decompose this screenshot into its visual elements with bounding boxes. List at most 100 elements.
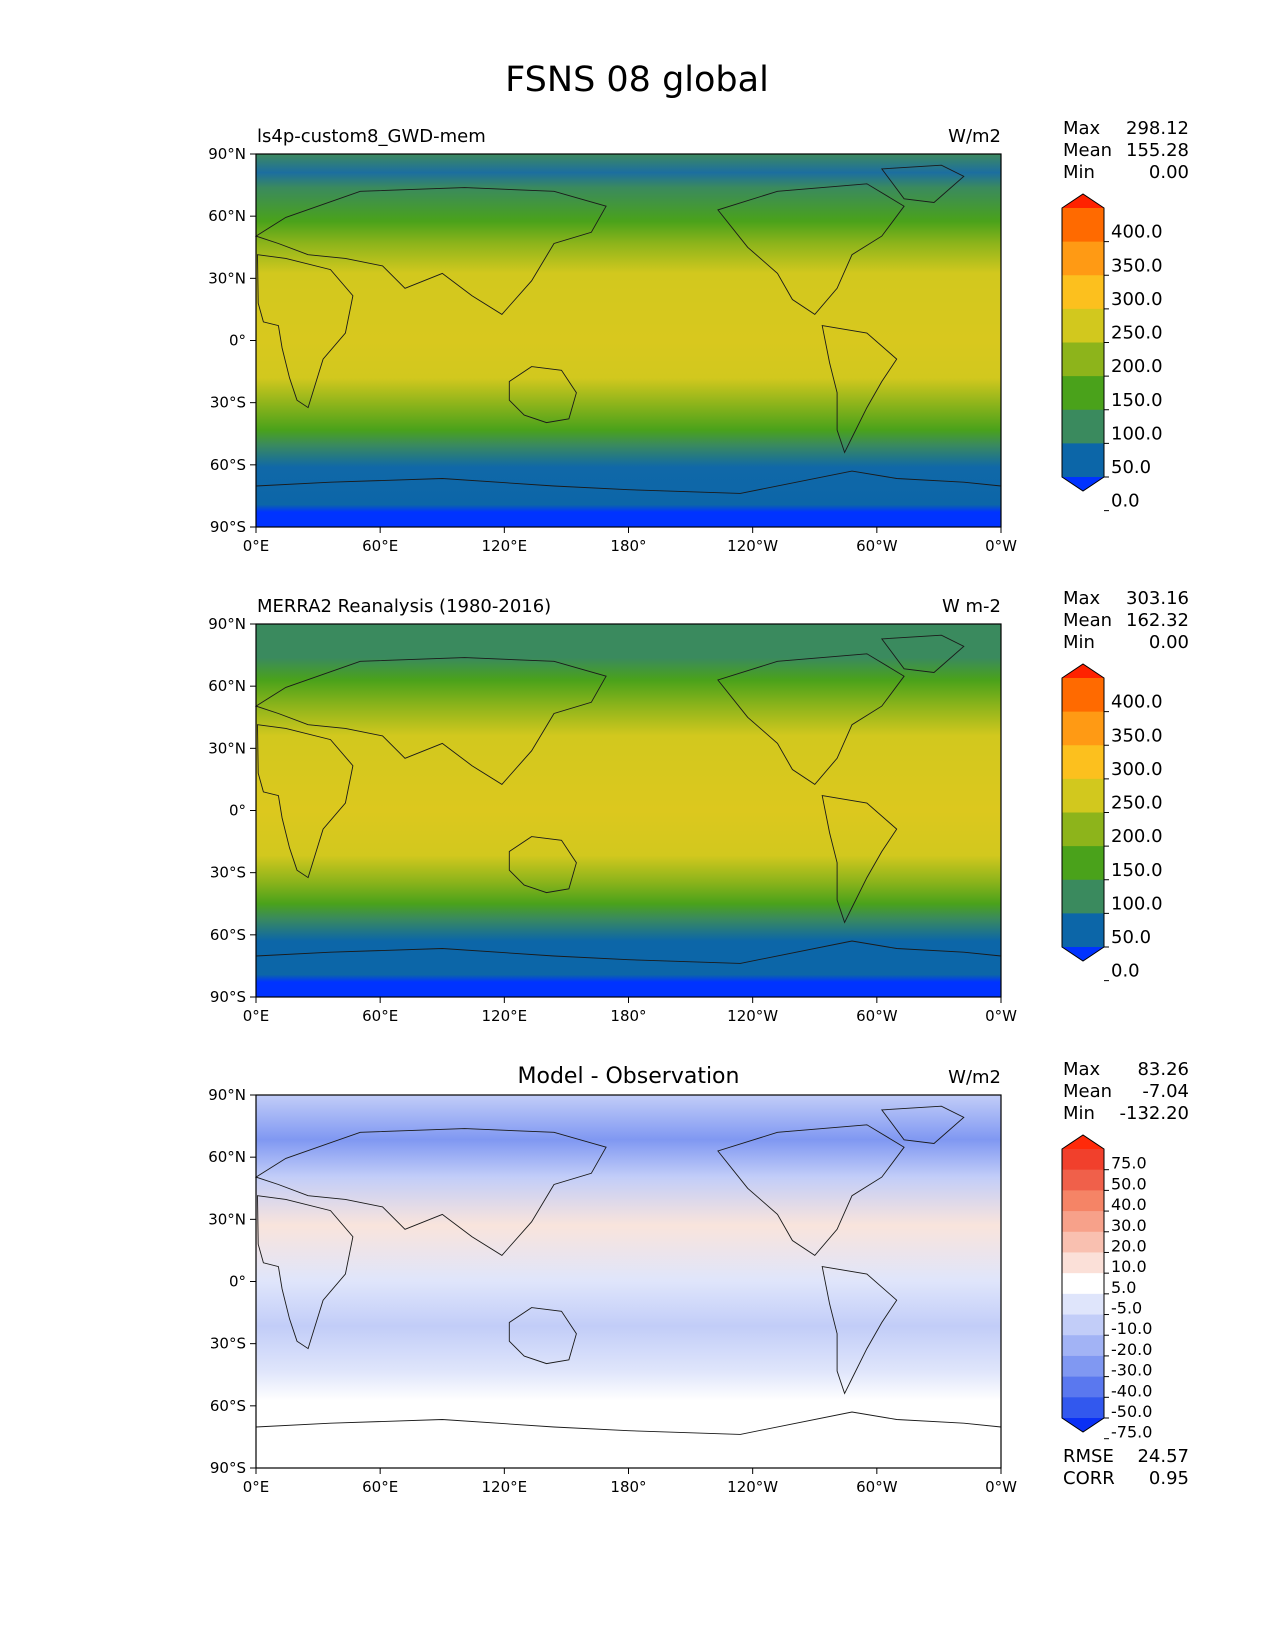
colorbar-tick-label: 150.0 (1111, 860, 1163, 881)
colorbar-segment (1062, 1211, 1104, 1233)
colorbar-tick-label: 100.0 (1111, 423, 1163, 444)
panel-units: W m-2 (942, 596, 1001, 617)
colorbar-segment (1062, 1273, 1104, 1295)
colorbar-segment (1062, 1252, 1104, 1274)
stat-label: RMSE (1063, 1446, 1114, 1467)
colorbar-tick-label: -5.0 (1111, 1299, 1142, 1318)
colorbar-tick-label: 350.0 (1111, 725, 1163, 746)
colorbar-segment (1062, 275, 1104, 310)
stat-label: Mean (1063, 1081, 1112, 1102)
lon-tick-label: 120°E (482, 537, 528, 555)
stat-value: 0.95 (1149, 1468, 1189, 1489)
stat-label: CORR (1063, 1468, 1115, 1489)
colorbar-tick-label: 50.0 (1111, 927, 1151, 948)
lon-tick-label: 120°W (727, 1478, 778, 1496)
lon-tick-label: 120°W (727, 1007, 778, 1025)
lon-tick-label: 60°E (362, 1007, 398, 1025)
panel-units: W/m2 (948, 1067, 1001, 1088)
colorbar-tick-label: -50.0 (1111, 1402, 1152, 1421)
colorbar-tick-label: 400.0 (1111, 692, 1163, 713)
colorbar-tick-label: 250.0 (1111, 323, 1163, 344)
colorbar-tick-label: 50.0 (1111, 457, 1151, 478)
coastlines (254, 634, 1002, 964)
colorbar-segment (1062, 711, 1104, 746)
colorbar-tick-label: 400.0 (1111, 222, 1163, 243)
lat-tick-label: 90°S (210, 518, 246, 536)
lon-tick-label: 60°E (362, 1478, 398, 1496)
colorbar-segment (1062, 1314, 1104, 1336)
colorbar-tick-label: 30.0 (1111, 1216, 1147, 1235)
lat-tick-label: 30°S (210, 394, 246, 412)
colorbar-segment (1062, 342, 1104, 377)
lat-tick-label: 30°N (208, 739, 246, 757)
lat-tick-label: 30°N (208, 269, 246, 287)
lat-tick-label: 90°N (208, 615, 246, 633)
colorbar: 400.0 350.0 300.0 250.0 200.0 150.0 100.0 50.0 0… (1061, 663, 1163, 982)
colorbar-segment (1062, 443, 1104, 478)
colorbar-tick-label: 150.0 (1111, 390, 1163, 411)
lon-tick-label: 0°W (985, 1478, 1017, 1496)
colorbar-segment (1062, 879, 1104, 914)
stats-block: Max 83.26 Mean -7.04 Min -132.20 RMSE 24.57 CORR… (1063, 1059, 1189, 1489)
colorbar-tick-label: 40.0 (1111, 1195, 1147, 1214)
stat-label: Min (1063, 632, 1095, 653)
stat-value: 0.00 (1149, 162, 1189, 183)
stat-value: 162.32 (1126, 610, 1189, 631)
colorbar-segment (1062, 1355, 1104, 1378)
colorbar-segment (1062, 812, 1104, 847)
stat-value: 303.16 (1126, 588, 1189, 609)
lon-tick-label: 60°W (856, 1478, 898, 1496)
colorbar-tick-label: -20.0 (1111, 1340, 1152, 1359)
lat-tick-label: 60°S (210, 926, 246, 944)
stat-label: Max (1063, 1059, 1101, 1080)
stat-value: 83.26 (1137, 1059, 1189, 1080)
colorbar-min-extension (1062, 477, 1104, 491)
map-field (254, 154, 1002, 527)
lat-tick-label: 30°S (210, 1335, 246, 1353)
lat-tick-label: 60°N (208, 207, 246, 225)
colorbar-segment (1062, 1293, 1104, 1316)
colorbar: 400.0 350.0 300.0 250.0 200.0 150.0 100.0 50.0 0… (1061, 193, 1163, 512)
stat-value: 298.12 (1126, 118, 1189, 139)
colorbar-tick-label: 0.0 (1111, 961, 1140, 982)
lat-tick-label: 90°S (210, 988, 246, 1006)
colorbar-tick-label: -30.0 (1111, 1361, 1152, 1380)
colorbar-tick-label: 20.0 (1111, 1236, 1147, 1255)
stats-block: Max 303.16 Mean 162.32 Min 0.00 (1063, 588, 1189, 653)
colorbar-segment (1062, 1376, 1104, 1398)
stat-label: Mean (1063, 610, 1112, 631)
lat-tick-label: 0° (229, 332, 246, 350)
lon-tick-label: 120°W (727, 537, 778, 555)
lon-tick-label: 60°W (856, 1007, 898, 1025)
lat-tick-label: 0° (229, 802, 246, 820)
lat-tick-label: 0° (229, 1273, 246, 1291)
lat-tick-label: 90°S (210, 1459, 246, 1477)
colorbar-tick-label: 200.0 (1111, 826, 1163, 847)
colorbar-segment (1062, 1169, 1104, 1191)
colorbar-tick-label: -75.0 (1111, 1423, 1152, 1442)
stat-value: -132.20 (1120, 1103, 1189, 1124)
lat-tick-label: 60°N (208, 677, 246, 695)
colorbar-segment (1062, 745, 1104, 780)
colorbar-tick-label: 200.0 (1111, 356, 1163, 377)
lon-tick-label: 120°E (482, 1478, 528, 1496)
lon-tick-label: 180° (610, 1007, 646, 1025)
colorbar-tick-label: 250.0 (1111, 793, 1163, 814)
coastlines (254, 164, 1002, 494)
stat-value: 24.57 (1137, 1446, 1189, 1467)
coastlines (254, 1105, 1002, 1435)
colorbar-min-extension (1062, 947, 1104, 961)
lon-tick-label: 0°E (243, 1007, 270, 1025)
colorbar-max-extension (1062, 664, 1104, 678)
panel-left-title: ls4p-custom8_GWD-mem (257, 126, 486, 147)
colorbar-tick-label: 5.0 (1111, 1278, 1136, 1297)
map-panel-test: ls4p-custom8_GWD-mem W/m2 90°N 60°N 30°N 0° 30… (208, 118, 1189, 555)
colorbar-segment (1062, 778, 1104, 814)
lat-tick-label: 90°N (208, 1086, 246, 1104)
colorbar-tick-label: 300.0 (1111, 289, 1163, 310)
colorbar-tick-label: 100.0 (1111, 893, 1163, 914)
lat-tick-label: 60°S (210, 1397, 246, 1415)
colorbar-min-extension (1062, 1418, 1104, 1432)
figure-title: FSNS 08 global (505, 60, 769, 100)
lon-tick-label: 0°E (243, 537, 270, 555)
